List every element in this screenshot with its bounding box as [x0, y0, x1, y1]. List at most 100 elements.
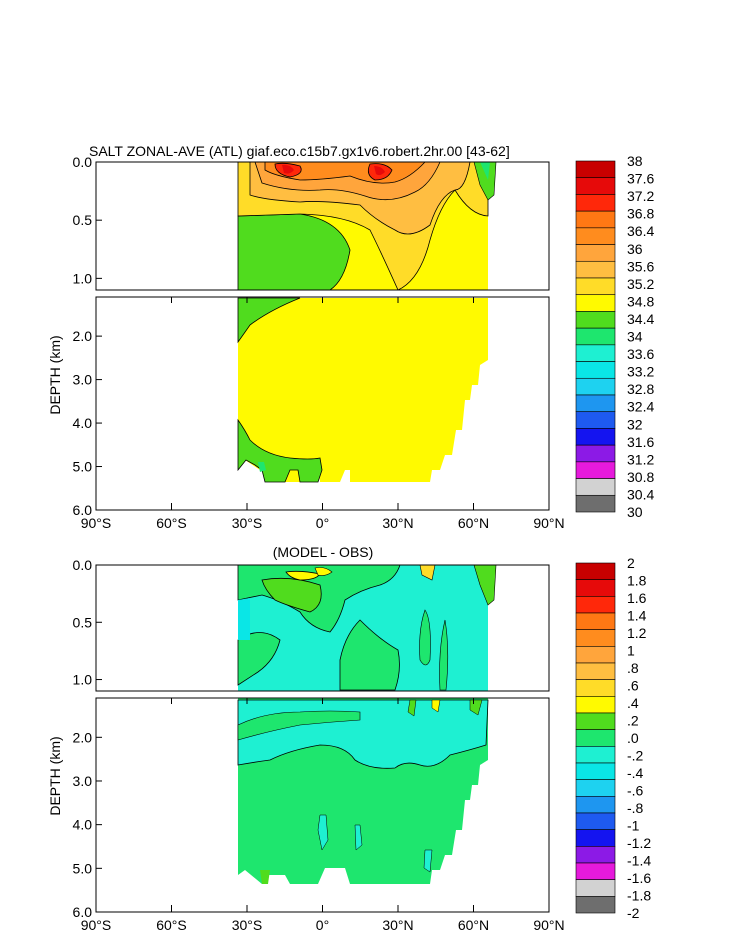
top-upper-frame	[95, 161, 550, 291]
x-tick-label: 30°S	[232, 515, 263, 531]
colorbar-label: 33.2	[627, 364, 654, 380]
colorbar-swatch	[575, 696, 616, 714]
y-tick-label: 5.0	[73, 459, 93, 475]
colorbar-label: .6	[627, 678, 639, 694]
colorbar-label: 31.6	[627, 434, 654, 450]
colorbar-label: 32.8	[627, 381, 654, 397]
colorbar-label: -1.4	[627, 853, 651, 869]
x-tick-label: 60°S	[156, 917, 187, 933]
colorbar-swatch	[575, 746, 616, 764]
colorbar-label: 34	[627, 329, 643, 345]
y-tick-label: 3.0	[73, 773, 93, 789]
colorbar-label: 37.2	[627, 188, 654, 204]
bottom-upper-frame	[95, 564, 550, 692]
top-y-axis-label: DEPTH (km)	[47, 335, 63, 414]
y-tick-label: 1.0	[73, 270, 93, 286]
top-x-ticks: 90°S 60°S 30°S 0° 30°N 60°N 90°N	[81, 297, 565, 531]
colorbar-label: 34.4	[627, 311, 654, 327]
colorbar-label: 35.6	[627, 258, 654, 274]
colorbar-swatch	[575, 177, 616, 195]
y-tick-label: 4.0	[73, 817, 93, 833]
colorbar-swatch	[575, 646, 616, 664]
x-tick-label: 90°N	[533, 917, 564, 933]
x-tick-label: 30°N	[382, 917, 413, 933]
colorbar-swatch	[575, 160, 616, 179]
colorbar-label: -1	[627, 818, 640, 834]
y-tick-label: 0.5	[73, 614, 93, 630]
colorbar-swatch	[575, 679, 616, 697]
x-tick-label: 60°S	[156, 515, 187, 531]
colorbar-swatch	[575, 260, 616, 279]
colorbar-label: .0	[627, 730, 639, 746]
colorbar-swatch	[575, 662, 616, 680]
colorbar-swatch	[575, 428, 616, 446]
x-tick-label: 90°S	[81, 515, 112, 531]
colorbar-label: 1.2	[627, 625, 647, 641]
colorbar-label: 33.6	[627, 346, 654, 362]
x-tick-label: 60°N	[458, 917, 489, 933]
colorbar-label: 34.8	[627, 293, 654, 309]
colorbar-swatch	[575, 762, 616, 780]
top-colorbar: 3837.637.236.836.43635.635.234.834.43433…	[575, 153, 654, 520]
top-y-ticks: 0.0 0.5 1.0 2.0 3.0 4.0 5.0 6.0	[73, 154, 102, 518]
colorbar-label: 30.4	[627, 486, 654, 502]
colorbar-swatch	[575, 879, 616, 897]
colorbar-swatch	[575, 729, 616, 747]
colorbar-label: -.4	[627, 765, 644, 781]
colorbar-label: 37.6	[627, 171, 654, 187]
colorbar-swatch	[575, 562, 616, 580]
bottom-title: (MODEL - OBS)	[273, 544, 374, 560]
colorbar-swatch	[575, 629, 616, 647]
colorbar-swatch	[575, 311, 616, 329]
colorbar-label: 36.4	[627, 223, 654, 239]
colorbar-swatch	[575, 361, 616, 379]
colorbar-label: -2	[627, 905, 640, 921]
colorbar-label: 1.4	[627, 608, 647, 624]
colorbar-label: 32.4	[627, 399, 654, 415]
y-tick-label: 2.0	[73, 729, 93, 745]
colorbar-swatch	[575, 394, 616, 413]
top-lower-fill	[237, 297, 488, 483]
x-tick-label: 60°N	[458, 515, 489, 531]
colorbar-swatch	[575, 796, 616, 814]
colorbar-label: -.2	[627, 748, 644, 764]
colorbar-label: 1.8	[627, 573, 647, 589]
y-tick-label: 3.0	[73, 372, 93, 388]
bottom-upper-fill	[237, 564, 497, 691]
colorbar-swatch	[575, 812, 616, 830]
colorbar-swatch	[575, 411, 616, 429]
bottom-x-ticks: 90°S 60°S 30°S 0° 30°N 60°N 90°N	[81, 698, 565, 933]
colorbar-swatch	[575, 377, 616, 396]
colorbar-label: 1	[627, 643, 635, 659]
top-title: SALT ZONAL-AVE (ATL) giaf.eco.c15b7.gx1v…	[89, 143, 510, 159]
colorbar-swatch	[575, 612, 616, 630]
colorbar-label: .4	[627, 695, 639, 711]
bottom-y-ticks: 0.0 0.5 1.0 2.0 3.0 4.0 5.0 6.0	[73, 557, 102, 920]
colorbar-label: 31.2	[627, 451, 654, 467]
y-tick-label: 4.0	[73, 415, 93, 431]
colorbar-swatch	[575, 244, 616, 262]
bottom-plot: DEPTH (km) 0.0 0.5 1.0 2.0 3.0 4.0 5.0 6.0 90°S…	[47, 557, 565, 933]
x-tick-label: 90°S	[81, 917, 112, 933]
bottom-colorbar: 21.81.61.41.21.8.6.4.2.0-.2-.4-.6-.8-1-1…	[575, 555, 651, 921]
colorbar-label: 30.8	[627, 469, 654, 485]
x-tick-label: 0°	[316, 515, 329, 531]
y-tick-label: 6.0	[73, 502, 93, 518]
colorbar-label: -1.2	[627, 835, 651, 851]
colorbar-swatch	[575, 712, 616, 730]
x-tick-label: 0°	[316, 917, 329, 933]
y-tick-label: 6.0	[73, 904, 93, 920]
colorbar-swatch	[575, 461, 616, 479]
y-tick-label: 2.0	[73, 328, 93, 344]
colorbar-swatch	[575, 478, 616, 496]
colorbar-label: 1.6	[627, 590, 647, 606]
colorbar-swatch	[575, 277, 616, 296]
colorbar-swatch	[575, 327, 616, 346]
x-tick-label: 30°S	[232, 917, 263, 933]
top-upper-fill	[237, 161, 497, 291]
colorbar-label: .2	[627, 713, 639, 729]
colorbar-label: -.8	[627, 800, 644, 816]
y-tick-label: 0.5	[73, 212, 93, 228]
colorbar-label: -.6	[627, 783, 644, 799]
